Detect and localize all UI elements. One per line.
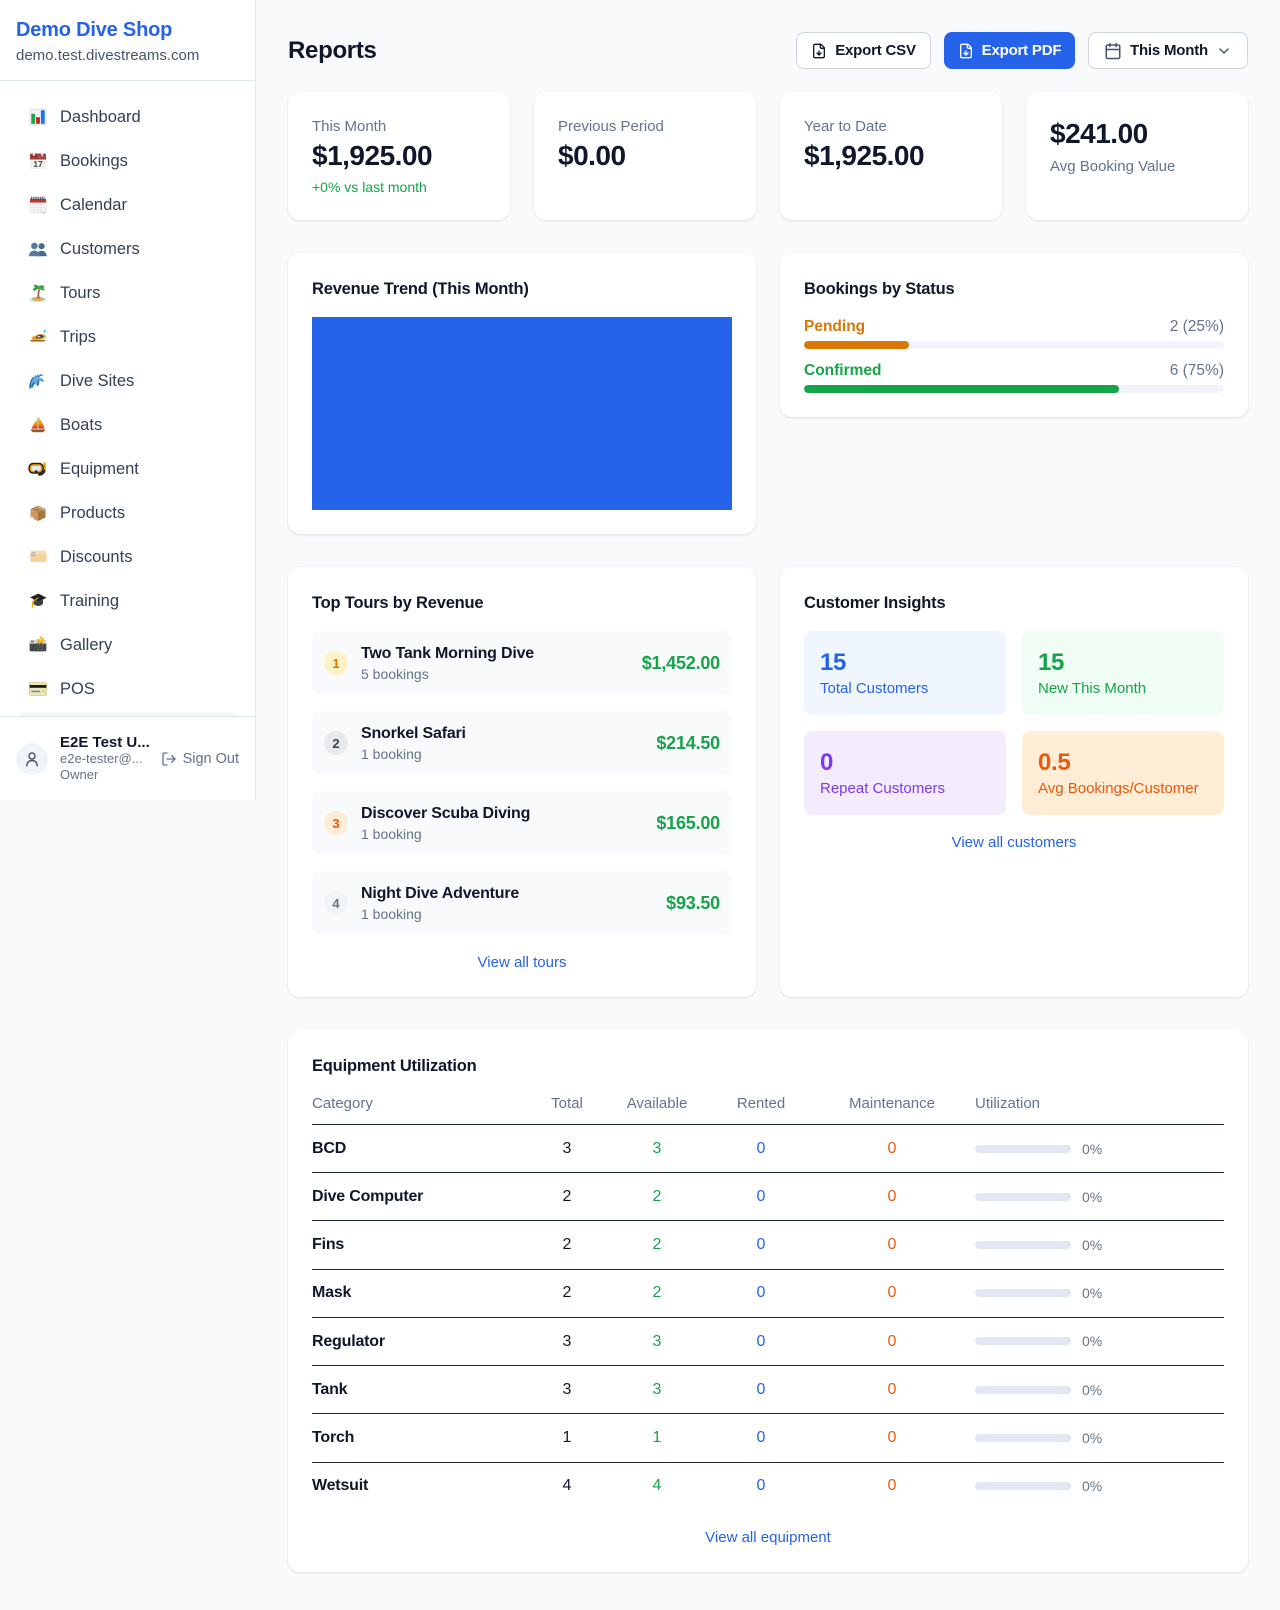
svg-text:17: 17: [33, 159, 43, 169]
